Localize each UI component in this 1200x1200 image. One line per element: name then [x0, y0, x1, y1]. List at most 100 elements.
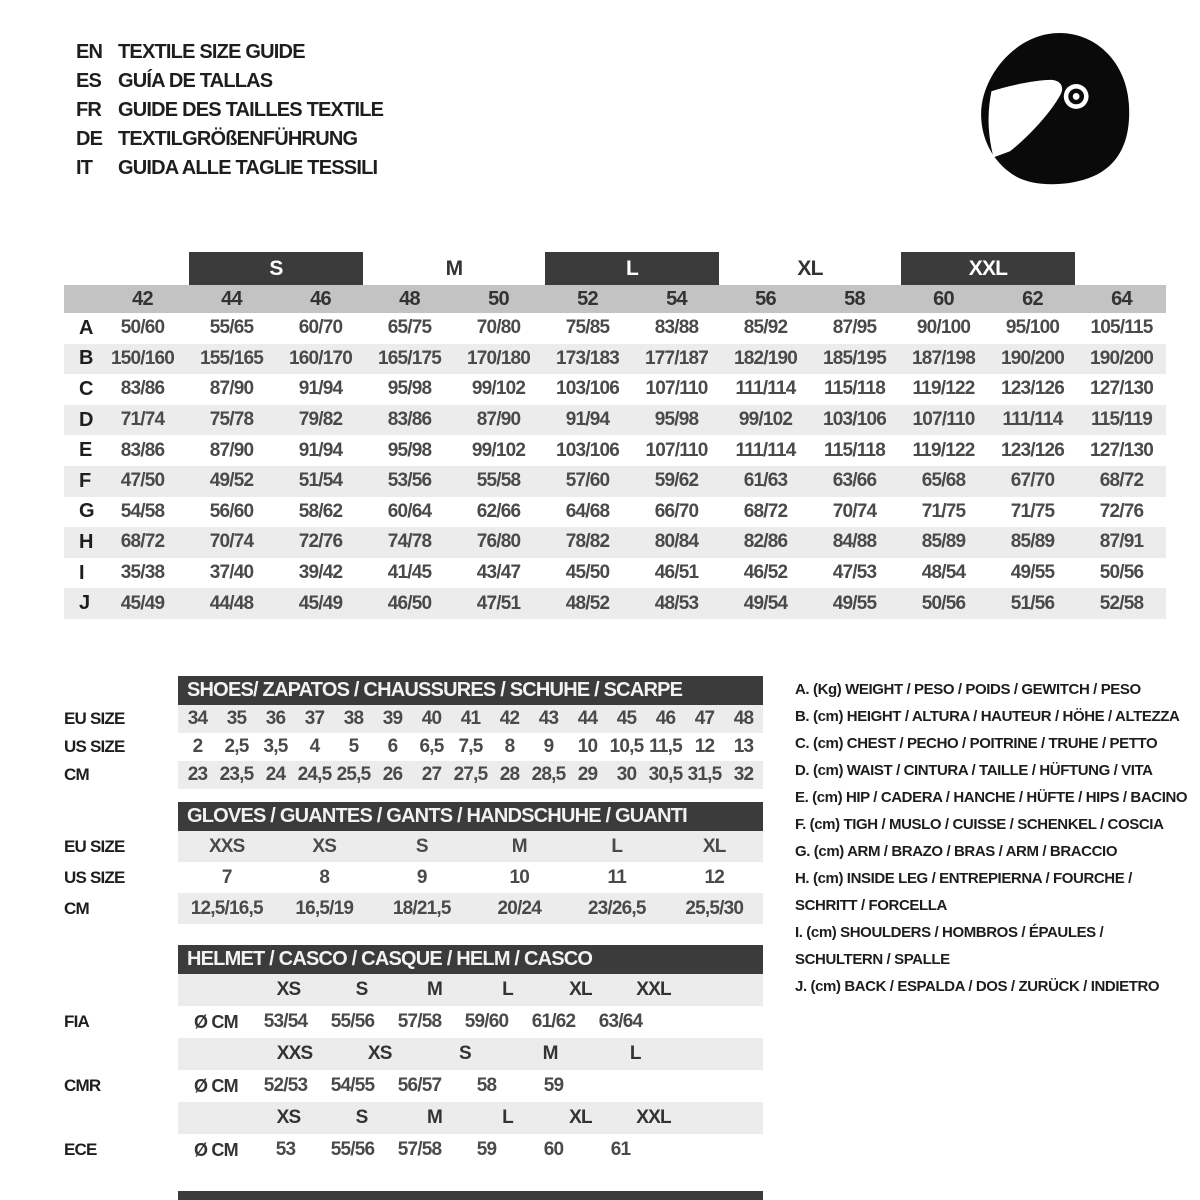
size-value: 91/94 [543, 404, 632, 436]
gloves-value: 16,5/19 [295, 897, 354, 919]
language-code: DE [76, 128, 103, 150]
size-value: 62/66 [476, 500, 521, 522]
shoes-value: 7,5 [458, 736, 483, 757]
shoes-value: 24 [265, 764, 286, 785]
numeric-size: 44 [187, 285, 276, 313]
size-value: 123/126 [1000, 439, 1065, 461]
size-value: 85/89 [988, 527, 1077, 558]
helmet-size-value: 61/62 [531, 1011, 576, 1032]
size-value: 119/122 [912, 378, 975, 400]
size-value: 54/58 [120, 500, 165, 522]
size-value: 47/50 [98, 465, 187, 497]
helmet-size-value: 56/57 [397, 1075, 442, 1096]
gloves-row: US SIZE 7 8 9 10 11 12 [64, 862, 1166, 893]
size-value: 115/119 [1077, 404, 1166, 436]
gloves-value: 11 [607, 866, 627, 888]
shoes-value: 47 [694, 708, 715, 729]
size-value: 60/70 [298, 317, 343, 339]
shoes-value: 28,5 [531, 764, 567, 785]
helmet-size-label: XXS [276, 1043, 313, 1064]
helmet-size-label: XS [276, 979, 302, 1000]
shoes-value: 39 [382, 708, 403, 729]
gloves-title: GLOVES / GUANTES / GANTS / HANDSCHUHE / … [178, 802, 763, 831]
shoes-value: 36 [265, 708, 286, 729]
row-key-I: I [79, 561, 85, 584]
helmet-size-label: S [458, 1043, 472, 1064]
gloves-value: 10 [509, 866, 530, 888]
shoes-row-values: 2 2,5 3,5 4 5 6 6,5 7,5 8 9 10 10,5 11,5 12 13 [178, 733, 763, 761]
helmet-size-label: M [426, 1107, 443, 1128]
size-value: 58/62 [298, 500, 343, 522]
size-value: 111/114 [735, 439, 797, 461]
size-value: 150/160 [98, 343, 187, 375]
helmet-size-value: 52/53 [263, 1075, 308, 1096]
size-letter-XL: XL [797, 256, 823, 280]
size-value: 37/40 [209, 562, 254, 584]
language-code: EN [76, 41, 103, 63]
size-value: 95/98 [387, 439, 432, 461]
size-value: 111/114 [988, 404, 1077, 436]
size-value: 44/48 [187, 588, 276, 619]
size-value: 48/52 [543, 588, 632, 619]
legend-line: H. (cm) INSIDE LEG / ENTREPIERNA / FOURC… [795, 870, 1132, 887]
language-code: FR [76, 99, 102, 121]
size-value: 91/94 [298, 378, 343, 400]
helmet-size-value: 54/55 [330, 1075, 375, 1096]
helmet-size-value: 53 [275, 1139, 296, 1160]
size-value: 76/80 [454, 527, 543, 558]
size-value: 85/92 [743, 317, 788, 339]
size-value: 51/54 [276, 465, 365, 497]
legend-line: SCHRITT / FORCELLA [795, 897, 947, 914]
shoes-value: 29 [577, 764, 598, 785]
size-value: 95/100 [1005, 317, 1060, 339]
bottom-section-bar [178, 1191, 763, 1200]
size-value: 103/106 [555, 378, 620, 400]
gloves-value: XS [312, 835, 337, 857]
helmet-sizes-row: XXS XS S M L [64, 1038, 1166, 1070]
helmet-size-label: XS [367, 1043, 393, 1064]
row-key-D: D [64, 404, 98, 436]
shoes-value: 3,5 [263, 736, 288, 757]
main-size-table: S M L XL XXL 42 44 46 48 50 52 54 56 58 60 62 64 A 50/60 55… [64, 252, 1166, 619]
racing-helmet-icon [981, 33, 1130, 185]
row-key-H: H [64, 527, 98, 558]
size-value: 87/90 [209, 439, 254, 461]
numeric-size: 50 [454, 285, 543, 313]
shoes-row-label: EU SIZE [64, 709, 125, 728]
gloves-row-values: 12,5/16,5 16,5/19 18/21,5 20/24 23/26,5 25,5/… [178, 893, 763, 924]
shoes-value: 31,5 [687, 764, 723, 785]
shoes-title: SHOES/ ZAPATOS / CHAUSSURES / SCHUHE / S… [178, 676, 763, 705]
legend-line: I. (cm) SHOULDERS / HOMBROS / ÉPAULES / [795, 924, 1104, 941]
size-value: 190/200 [988, 343, 1077, 375]
size-value: 170/180 [454, 343, 543, 375]
size-value: 103/106 [810, 404, 899, 436]
shoes-value: 5 [348, 736, 360, 757]
helmet-size-label: S [355, 979, 369, 1000]
size-value: 177/187 [632, 343, 721, 375]
size-value: 51/56 [988, 588, 1077, 619]
legend-line: J. (cm) BACK / ESPALDA / DOS / ZURÜCK / … [795, 978, 1160, 995]
size-value: 72/76 [276, 527, 365, 558]
shoes-row-label: US SIZE [64, 737, 125, 756]
shoes-value: 32 [733, 764, 754, 785]
measurement-legend: A. (Kg) WEIGHT / PESO / POIDS / GEWITCH … [795, 676, 1197, 1000]
shoes-rows: EU SIZE 34 35 36 37 38 39 40 41 42 43 44 45 46 47 48 US … [64, 705, 1166, 789]
legend-line: G. (cm) ARM / BRAZO / BRAS / ARM / BRACC… [795, 843, 1118, 860]
helmet-size-label: M [426, 979, 443, 1000]
size-letter-L: L [545, 252, 719, 285]
gloves-value: 23/26,5 [587, 897, 647, 919]
legend-line: A. (Kg) WEIGHT / PESO / POIDS / GEWITCH … [795, 681, 1141, 698]
size-value: 57/60 [543, 465, 632, 497]
numeric-size: 62 [988, 285, 1077, 313]
helmet-title: HELMET / CASCO / CASQUE / HELM / CASCO [178, 945, 763, 974]
gloves-value: S [415, 835, 429, 857]
language-row: ES GUÍA DE TALLAS [76, 67, 383, 96]
gloves-row-label: CM [64, 898, 90, 918]
helmet-sizes-row-values: XS S M L XL XXL [178, 1102, 763, 1134]
numeric-size: 48 [365, 285, 454, 313]
size-value: 50/56 [1099, 562, 1144, 584]
helmet-size-label: L [629, 1043, 642, 1064]
shoes-value: 13 [733, 736, 754, 757]
helmet-sizes-row: XS S M L XL XXL [64, 974, 1166, 1006]
helmet-size-label: XL [569, 1107, 592, 1128]
